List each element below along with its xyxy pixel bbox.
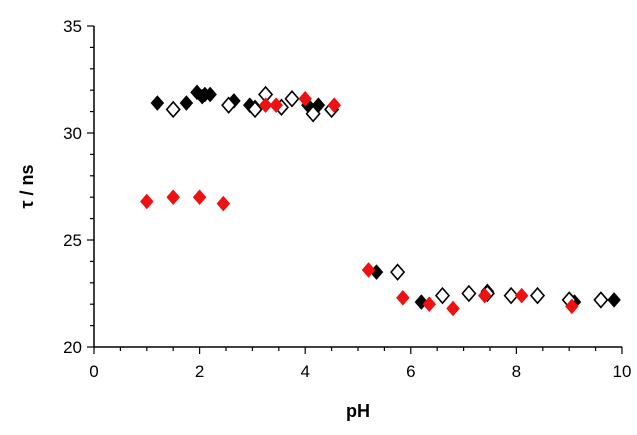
- red-diamond-point: [298, 90, 313, 107]
- open-diamond-point: [434, 286, 451, 305]
- open-diamond-point: [284, 90, 300, 108]
- red-diamond-point: [514, 287, 529, 304]
- x-axis-title: pH: [346, 401, 370, 421]
- x-tick-label: 8: [512, 362, 521, 381]
- open-diamond-point: [529, 286, 546, 305]
- y-tick-label: 30: [63, 124, 82, 143]
- data-points: [139, 84, 621, 317]
- x-tick-label: 4: [300, 362, 309, 381]
- red-diamond-point: [361, 262, 376, 278]
- open-diamond-point: [221, 96, 237, 114]
- red-diamond-point: [139, 193, 154, 210]
- black-diamond-point: [150, 95, 165, 111]
- x-tick-label: 6: [406, 362, 415, 381]
- x-tick-label: 2: [195, 362, 204, 381]
- open-diamond-point: [165, 100, 181, 119]
- red-diamond-point: [166, 189, 181, 206]
- black-diamond-point: [179, 95, 194, 111]
- y-tick-label: 35: [63, 17, 82, 36]
- black-diamond-point: [607, 292, 621, 308]
- red-diamond-point: [269, 97, 283, 114]
- black-diamond-point: [203, 86, 217, 103]
- red-diamond-point: [565, 298, 579, 315]
- red-diamond-point: [446, 300, 460, 317]
- open-diamond-point: [390, 263, 406, 281]
- red-diamond-point: [477, 287, 492, 304]
- open-diamond-point: [593, 291, 609, 309]
- tick-labels: 20 25 30 35 0 2 4 6 8 10: [63, 17, 631, 381]
- red-diamond-point: [327, 97, 342, 114]
- red-diamond-point: [258, 97, 273, 114]
- open-diamond-point: [461, 284, 477, 303]
- y-axis-title: τ / ns: [17, 164, 37, 208]
- x-tick-label: 10: [613, 362, 632, 381]
- open-diamond-point: [503, 286, 519, 305]
- red-diamond-point: [192, 189, 207, 206]
- open-diamond-point: [305, 105, 321, 123]
- y-tick-label: 20: [63, 338, 82, 357]
- tick-marks: [87, 25, 623, 354]
- axes: [93, 26, 622, 348]
- open-diamond-point: [247, 100, 263, 119]
- red-diamond-point: [396, 289, 410, 306]
- x-tick-label: 0: [89, 362, 98, 381]
- y-tick-label: 25: [63, 231, 82, 250]
- red-diamond-point: [422, 296, 437, 313]
- red-diamond-point: [216, 195, 231, 212]
